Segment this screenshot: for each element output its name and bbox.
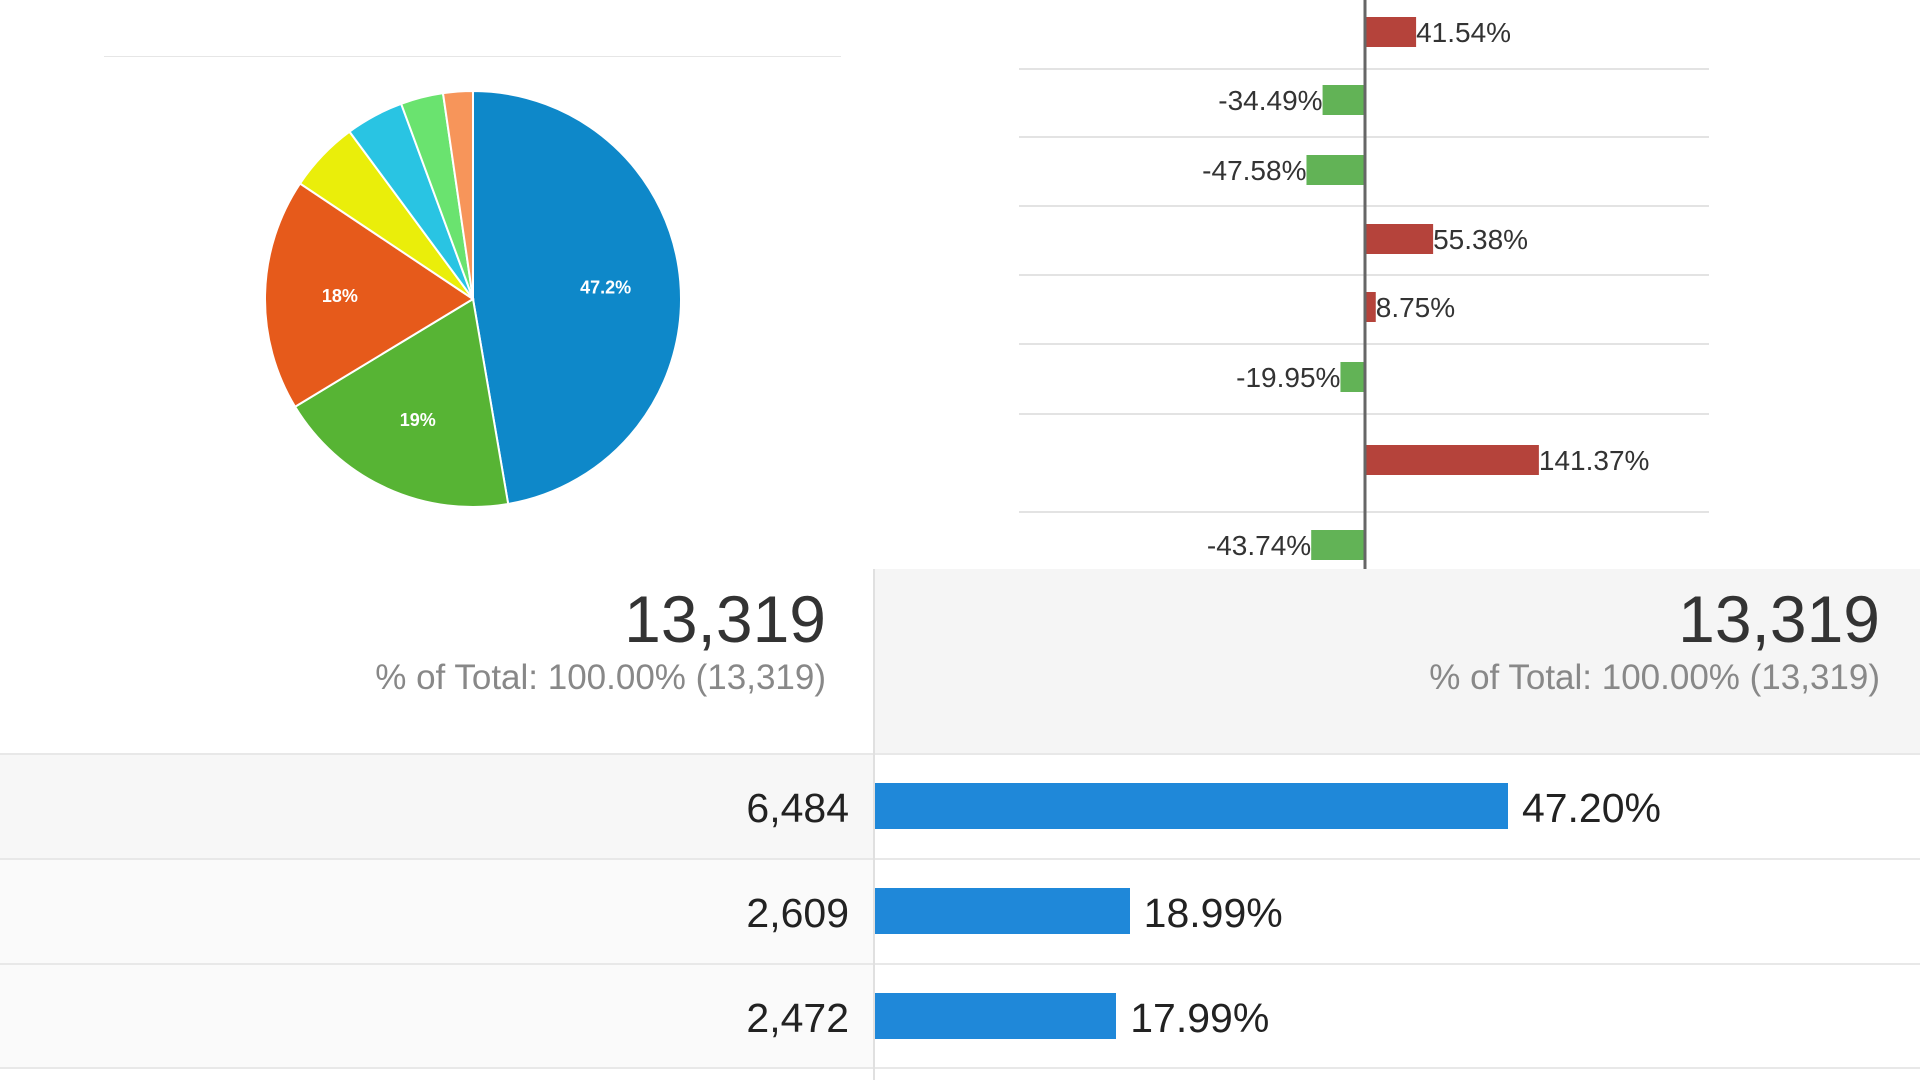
row-value-cell bbox=[0, 860, 873, 964]
totals-header-right bbox=[874, 569, 1920, 753]
change-bar bbox=[1365, 445, 1539, 475]
pie-slice-label: 18% bbox=[322, 286, 358, 306]
change-bar bbox=[1311, 530, 1365, 560]
column-divider bbox=[873, 569, 875, 1080]
table-row[interactable]: 6,484 47.20% bbox=[0, 753, 1920, 859]
change-bar-label: -47.58% bbox=[1202, 155, 1306, 186]
table-row bbox=[0, 1067, 1920, 1082]
row-value: 2,472 bbox=[746, 995, 849, 1041]
row-value: 6,484 bbox=[746, 785, 849, 831]
total-subtitle: % of Total: 100.00% (13,319) bbox=[375, 658, 826, 697]
pie-top-rule bbox=[104, 56, 841, 57]
change-bar-label: 41.54% bbox=[1416, 17, 1511, 48]
table-row[interactable]: 2,609 18.99% bbox=[0, 858, 1920, 964]
total-right: 13,319 % of Total: 100.00% (13,319) bbox=[1429, 584, 1880, 698]
percent-label: 47.20% bbox=[1521, 785, 1661, 831]
pie-slice[interactable] bbox=[264, 182, 475, 409]
pie-slice[interactable] bbox=[441, 89, 474, 300]
change-bar-label: 141.37% bbox=[1539, 445, 1650, 476]
total-subtitle: % of Total: 100.00% (13,319) bbox=[1429, 658, 1880, 697]
change-bar bbox=[1322, 85, 1365, 115]
pie-slice[interactable] bbox=[293, 297, 510, 508]
change-bar bbox=[1306, 155, 1365, 185]
percent-label: 18.99% bbox=[1143, 890, 1283, 936]
percent-bar bbox=[875, 783, 1508, 829]
row-value-cell bbox=[0, 965, 873, 1069]
percent-bar bbox=[875, 888, 1130, 934]
change-bar bbox=[1365, 292, 1376, 322]
row-value: 2,609 bbox=[746, 890, 849, 936]
change-bar bbox=[1365, 17, 1417, 47]
change-bar bbox=[1340, 362, 1365, 392]
pie-slice-label: 47.2% bbox=[580, 278, 631, 298]
change-bar-label: -43.74% bbox=[1207, 530, 1311, 561]
change-bar-label: 8.75% bbox=[1376, 292, 1455, 323]
change-bar-label: -19.95% bbox=[1236, 362, 1340, 393]
percent-bar bbox=[875, 993, 1117, 1039]
pie-slice-label: 19% bbox=[400, 410, 436, 430]
total-value: 13,319 bbox=[624, 582, 826, 656]
change-bar-label: 55.38% bbox=[1433, 224, 1528, 255]
table-row[interactable]: 2,472 17.99% bbox=[0, 963, 1920, 1069]
total-left: 13,319 % of Total: 100.00% (13,319) bbox=[375, 584, 826, 698]
total-value: 13,319 bbox=[1678, 582, 1880, 656]
pie-slice[interactable] bbox=[472, 89, 682, 506]
row-value-cell bbox=[0, 755, 873, 859]
percent-label: 17.99% bbox=[1130, 995, 1270, 1041]
change-bar bbox=[1365, 224, 1434, 254]
change-bar-label: -34.49% bbox=[1218, 85, 1322, 116]
